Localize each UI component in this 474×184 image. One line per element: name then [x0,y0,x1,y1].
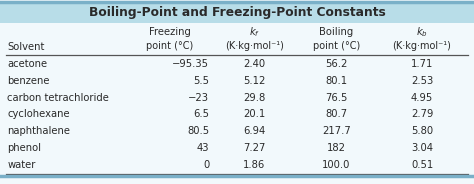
Text: cyclohexane: cyclohexane [7,109,70,119]
Text: benzene: benzene [7,76,50,86]
Text: 6.5: 6.5 [193,109,209,119]
Text: water: water [7,160,36,170]
Text: −23: −23 [188,93,209,102]
Text: 4.95: 4.95 [411,93,433,102]
Text: −95.35: −95.35 [172,59,209,69]
Text: Freezing: Freezing [149,27,191,37]
Text: acetone: acetone [7,59,47,69]
Text: 2.53: 2.53 [411,76,433,86]
Text: 1.71: 1.71 [411,59,433,69]
Text: 182: 182 [327,143,346,153]
Text: (K·kg·mol⁻¹): (K·kg·mol⁻¹) [392,40,452,51]
Text: 29.8: 29.8 [243,93,265,102]
Text: phenol: phenol [7,143,41,153]
Text: $k_{f}$: $k_{f}$ [249,25,260,39]
Text: 100.0: 100.0 [322,160,351,170]
Text: 80.1: 80.1 [326,76,347,86]
Text: Solvent: Solvent [7,42,45,52]
Text: $k_{b}$: $k_{b}$ [416,25,428,39]
Text: 5.12: 5.12 [243,76,265,86]
Text: naphthalene: naphthalene [7,126,70,136]
Text: Boiling: Boiling [319,27,354,37]
Text: Boiling-Point and Freezing-Point Constants: Boiling-Point and Freezing-Point Constan… [89,6,385,19]
Text: 76.5: 76.5 [325,93,347,102]
Text: 5.5: 5.5 [193,76,209,86]
Bar [0,23,474,55]
Text: 3.04: 3.04 [411,143,433,153]
Text: 80.7: 80.7 [326,109,347,119]
Text: 43: 43 [197,143,209,153]
Text: 0: 0 [203,160,209,170]
Text: 7.27: 7.27 [243,143,265,153]
Text: carbon tetrachloride: carbon tetrachloride [7,93,109,102]
Text: 217.7: 217.7 [322,126,351,136]
Text: 0.51: 0.51 [411,160,433,170]
Text: 5.80: 5.80 [411,126,433,136]
Text: 2.40: 2.40 [243,59,265,69]
Text: 1.86: 1.86 [243,160,265,170]
Text: 56.2: 56.2 [325,59,347,69]
Text: 2.79: 2.79 [411,109,433,119]
Text: 20.1: 20.1 [243,109,265,119]
Text: 6.94: 6.94 [243,126,265,136]
Text: point (°C): point (°C) [313,40,360,51]
Bar [0,2,474,23]
Text: point (°C): point (°C) [146,40,193,51]
Text: (K·kg·mol⁻¹): (K·kg·mol⁻¹) [225,40,284,51]
Text: 80.5: 80.5 [187,126,209,136]
